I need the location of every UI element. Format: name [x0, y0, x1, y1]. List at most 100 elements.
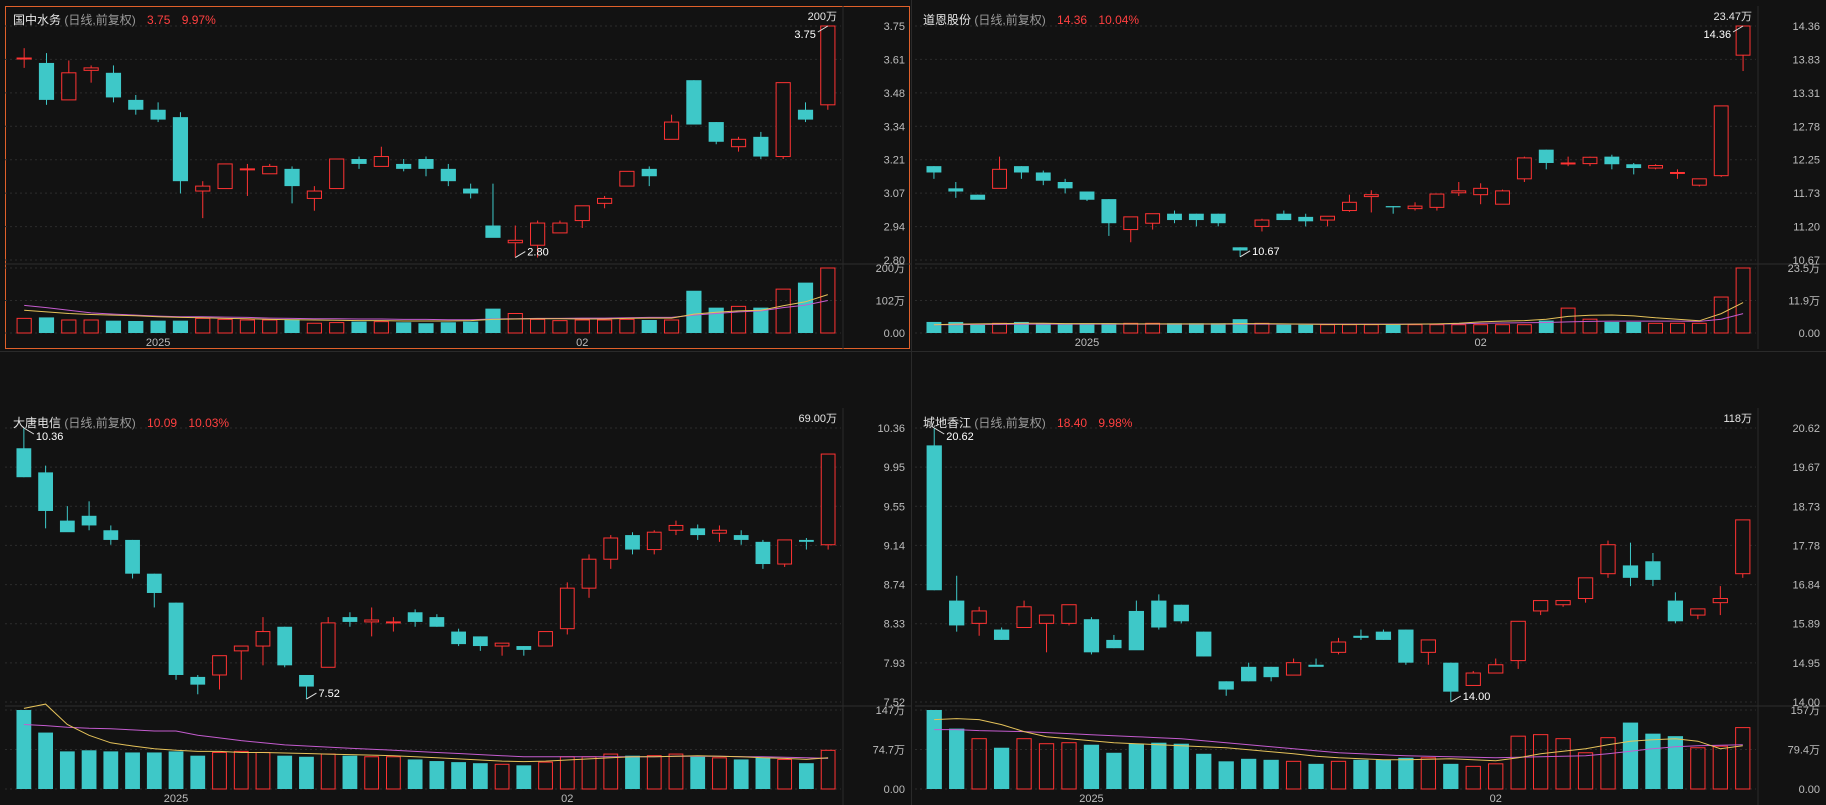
- price-tick-label: 9.55: [884, 501, 905, 513]
- candle: [320, 617, 336, 668]
- candle-body: [1232, 247, 1248, 251]
- price-tick-label: 7.93: [884, 658, 905, 670]
- volume-bar: [1353, 759, 1369, 789]
- candle-body: [1363, 194, 1379, 198]
- candle-body: [1577, 577, 1594, 600]
- candle: [1385, 206, 1401, 214]
- volume-bar: [150, 320, 166, 333]
- candle: [277, 626, 293, 668]
- volume-bar: [494, 763, 510, 790]
- volume-bar: [1151, 742, 1167, 789]
- candle: [1604, 154, 1620, 170]
- candle-body: [1604, 156, 1620, 165]
- volume-tick-label: 102万: [876, 296, 905, 308]
- candle-body: [1555, 600, 1571, 606]
- candle: [1079, 191, 1095, 202]
- volume-bar: [777, 758, 793, 790]
- candle: [1451, 182, 1467, 196]
- volume-bar: [451, 762, 466, 789]
- volume-bar: [1420, 757, 1436, 790]
- candle: [559, 582, 575, 635]
- candle: [926, 428, 942, 591]
- candle-body: [1670, 171, 1685, 174]
- high-price-label: 20.62: [946, 431, 974, 443]
- chart-panel-dngf[interactable]: 道恩股份 (日线,前复权) 14.36 10.04% 14.36 13.83 13.…: [915, 6, 1826, 349]
- candle-body: [625, 535, 640, 550]
- high-price-label: 14.36: [1704, 29, 1732, 41]
- volume-bar: [485, 308, 501, 333]
- volume-tick-label: 0.00: [884, 784, 905, 796]
- candle: [1516, 156, 1532, 182]
- candle-body: [1151, 600, 1167, 628]
- volume-bar: [926, 710, 942, 789]
- volume-bar: [516, 765, 532, 789]
- candle-body: [1254, 219, 1270, 227]
- candle: [146, 573, 162, 608]
- last-price: 10.09: [147, 416, 178, 430]
- candle: [59, 506, 75, 533]
- volume-bar: [971, 738, 987, 790]
- volume-tick-label: 157万: [1791, 705, 1820, 717]
- candle-body: [1375, 631, 1392, 640]
- candle: [1196, 631, 1212, 657]
- chart-mode: (日线,前复权): [974, 416, 1046, 430]
- candle: [1353, 629, 1369, 640]
- candle: [190, 674, 206, 695]
- candle-body: [351, 159, 367, 164]
- candle-body: [150, 109, 166, 120]
- candle: [971, 606, 987, 636]
- volume-max-label: 118万: [1723, 413, 1752, 425]
- chart-mode: (日线,前复权): [64, 13, 136, 27]
- chart-panel-gzsw[interactable]: 国中水务 (日线,前复权) 3.75 9.97% 3.75 3.61 3.48 3.3…: [5, 6, 911, 349]
- volume-bar: [1218, 761, 1234, 789]
- volume-bar: [712, 757, 727, 790]
- chart-panel-dtdx[interactable]: 大唐电信 (日线,前复权) 10.09 10.03% 10.36 9.95 9.55…: [5, 408, 911, 805]
- volume-max-label: 200万: [808, 11, 837, 23]
- price-tick-label: 9.95: [884, 462, 905, 474]
- candle-body: [103, 530, 119, 540]
- date-axis-label: 02: [576, 337, 588, 349]
- candle-body: [753, 136, 769, 157]
- volume-bar: [797, 282, 814, 333]
- candle: [1398, 629, 1414, 665]
- volume-bar: [1735, 727, 1751, 790]
- candle: [472, 636, 488, 651]
- volume-tick-label: 200万: [876, 263, 905, 275]
- high-price-label: 3.75: [794, 29, 815, 41]
- candlestick-chart: 3.753.613.483.343.213.072.942.80200万102万…: [5, 6, 911, 349]
- candle-body: [992, 168, 1007, 189]
- candle: [1013, 166, 1029, 179]
- low-price-label: 2.80: [527, 247, 548, 259]
- volume-bar: [1101, 323, 1117, 333]
- candle-body: [820, 453, 836, 546]
- candle: [1101, 199, 1117, 236]
- chart-panel-cdxj[interactable]: 城地香江 (日线,前复权) 18.40 9.98% 20.62 19.67 18.7…: [915, 408, 1826, 805]
- candle: [1420, 639, 1436, 665]
- volume-bar: [1604, 321, 1620, 333]
- volume-bar: [1341, 324, 1357, 334]
- candle: [574, 205, 590, 228]
- candle: [284, 166, 300, 204]
- candle-body: [239, 168, 255, 171]
- volume-bar: [146, 752, 162, 789]
- candle-body: [926, 445, 942, 591]
- candle-body: [1263, 666, 1279, 678]
- candle: [753, 131, 769, 160]
- candle-body: [603, 537, 619, 560]
- volume-bar: [1196, 753, 1212, 789]
- candle: [1298, 213, 1314, 227]
- price-tick-label: 2.80: [884, 255, 905, 267]
- volume-bar: [16, 710, 32, 789]
- candle: [168, 602, 184, 680]
- candle-body: [1735, 519, 1751, 575]
- candle: [1735, 25, 1751, 72]
- selected-frame: [5, 6, 910, 349]
- candle: [103, 525, 119, 545]
- volume-bar: [1713, 296, 1729, 334]
- candle: [128, 94, 144, 115]
- candle: [1582, 156, 1598, 167]
- volume-tick-label: 147万: [876, 705, 905, 717]
- candle: [172, 112, 189, 194]
- volume-bar: [1167, 323, 1182, 333]
- candle: [1538, 149, 1554, 170]
